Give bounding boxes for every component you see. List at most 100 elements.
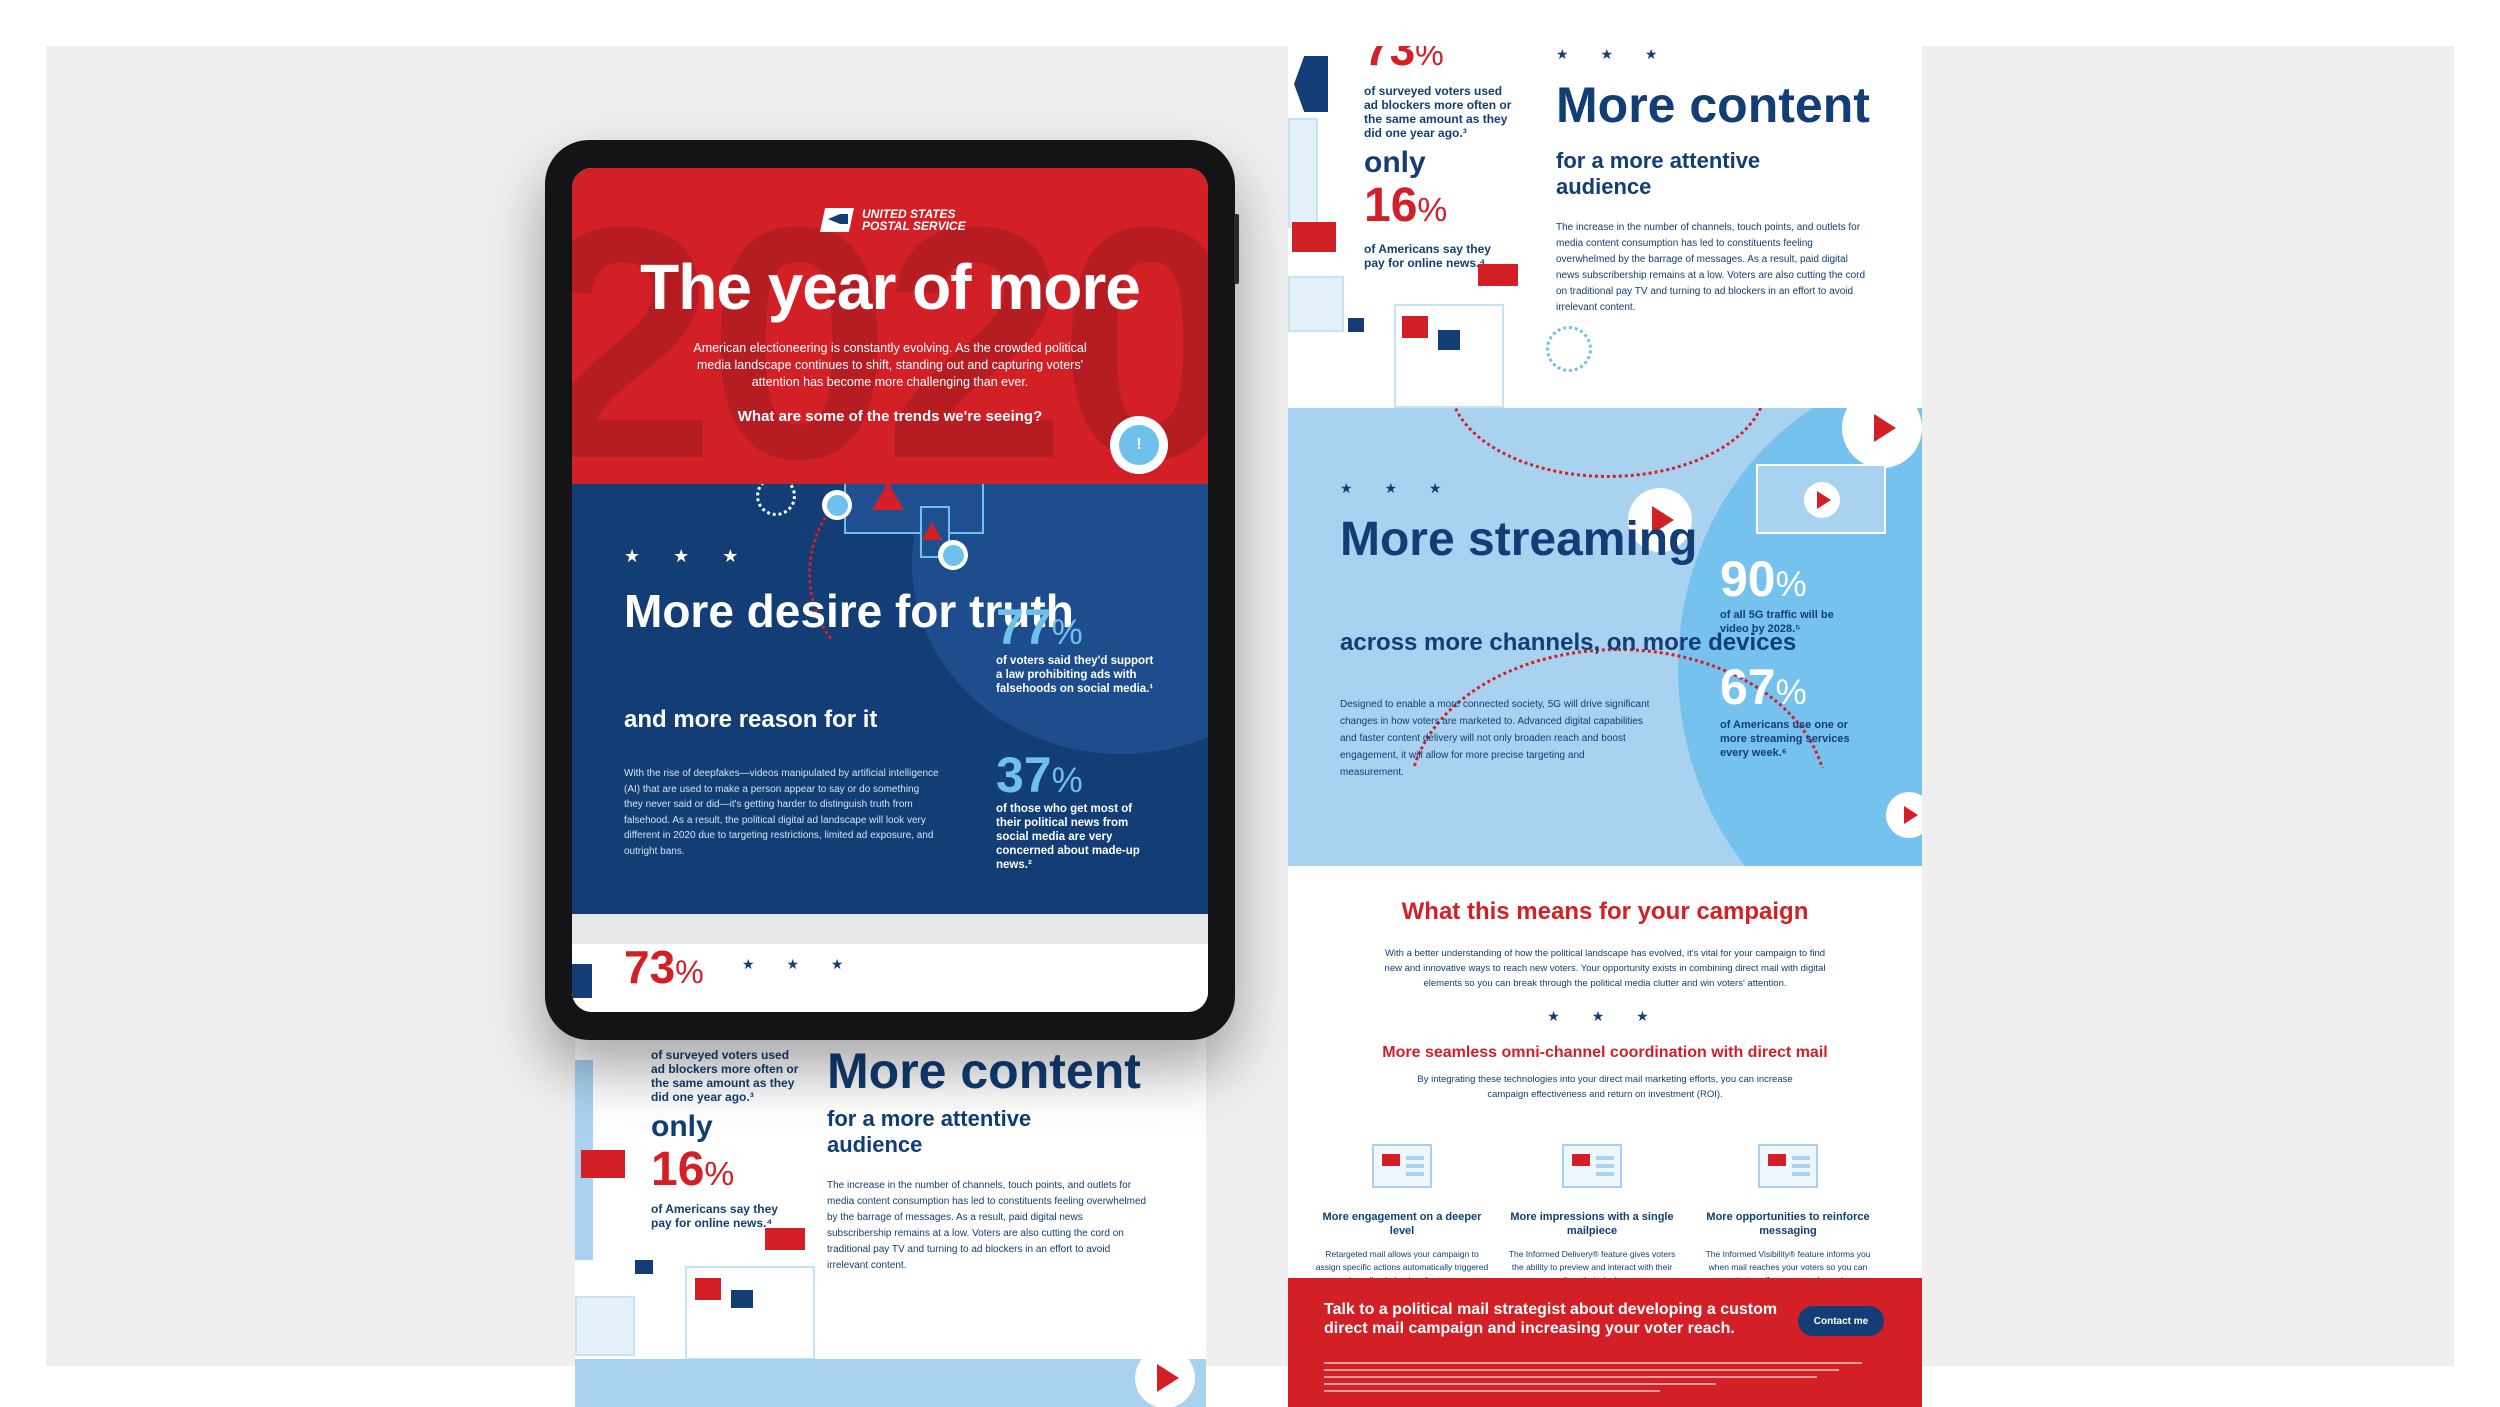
- decor-dotted-arc: [808, 508, 896, 640]
- decor-square: [1438, 330, 1460, 350]
- stat-16-text: of Americans say they pay for online new…: [1364, 242, 1491, 270]
- cta-banner: Talk to a political mail strategist abou…: [1288, 1278, 1922, 1407]
- retargeting-icon: [1372, 1144, 1432, 1188]
- section-stars: ★ ★ ★: [1556, 46, 1672, 62]
- truth-title: More desire for truth: [624, 585, 1074, 637]
- omni-channel-heading: More seamless omni-channel coordination …: [1382, 1044, 1828, 1061]
- stat-37-text: of those who get most of their political…: [996, 803, 1140, 871]
- stat-90-text: of all 5G traffic will be video by 2028.…: [1720, 609, 1834, 635]
- play-icon: [1135, 1348, 1195, 1407]
- section-stars: ★ ★ ★: [742, 956, 858, 972]
- truth-subtitle: and more reason for it: [624, 706, 878, 733]
- page-backdrop: [46, 46, 2454, 1366]
- stat-73: 73%: [1364, 46, 1444, 75]
- decor-card-red: [695, 1278, 721, 1300]
- truth-body: With the rise of deepfakes—videos manipu…: [624, 768, 939, 857]
- browser-window-icon: [844, 484, 984, 534]
- envelope-icon: [575, 1296, 635, 1356]
- stat-73-preview: 73%: [624, 941, 704, 993]
- only-label: only: [651, 1110, 713, 1143]
- usps-logo: UNITED STATES POSTAL SERVICE: [820, 208, 966, 232]
- contact-me-button[interactable]: Contact me: [1798, 1306, 1884, 1336]
- visibility-icon: [1758, 1144, 1818, 1188]
- content-subtitle: for a more attentive audience: [827, 1106, 1032, 1157]
- only-label: only: [1364, 146, 1426, 179]
- hero-section: 2020 UNITED STATES POSTAL SERVICE The ye…: [572, 168, 1208, 484]
- hero-question: What are some of the trends we're seeing…: [737, 408, 1043, 425]
- decor-card-red: [1402, 316, 1428, 338]
- play-icon: [1804, 482, 1840, 518]
- decor-dotted-ring: [1546, 326, 1592, 372]
- stat-77-text: of voters said they'd support a law proh…: [996, 655, 1154, 695]
- hero-title: The year of more: [640, 251, 1141, 323]
- decor-square: [572, 964, 592, 998]
- decor-card-red: [581, 1150, 625, 1178]
- section-stars: ★ ★ ★: [1547, 1008, 1663, 1024]
- content-title: More content: [1556, 77, 1870, 133]
- decor-card-red: [1478, 264, 1518, 286]
- stat-16: 16%: [651, 1143, 735, 1196]
- benefit-column: More impressions with a single mailpiece…: [1504, 1144, 1680, 1287]
- stat-73-text: of surveyed voters used ad blockers more…: [1364, 84, 1512, 140]
- decor-phone: [1288, 118, 1318, 228]
- decor-square: [1348, 318, 1364, 332]
- warning-icon: [922, 522, 942, 540]
- stat-67: 67%: [1720, 659, 1807, 715]
- decor-card-red: [1292, 222, 1336, 252]
- envelope-icon: [1288, 276, 1344, 332]
- decor-dotted-arc: [1448, 408, 1768, 478]
- warning-icon: [872, 484, 904, 510]
- hero-background-year: 2020: [572, 168, 1208, 485]
- streaming-band-top: [575, 1359, 1206, 1407]
- decor-shape: [1294, 56, 1328, 112]
- decor-card-red: [765, 1228, 805, 1250]
- benefit-column: More opportunities to reinforce messagin…: [1700, 1144, 1876, 1287]
- truth-section: ★ ★ ★ More desire for truth and more rea…: [572, 484, 1208, 914]
- streaming-subtitle: across more channels, on more devices: [1340, 629, 1797, 656]
- stat-16-text: of Americans say they pay for online new…: [651, 1202, 778, 1230]
- logo-text: UNITED STATES POSTAL SERVICE: [862, 207, 966, 233]
- decor-document: [685, 1266, 815, 1360]
- content-body: The increase in the number of channels, …: [1556, 222, 1866, 313]
- section-stars: ★ ★ ★: [1340, 480, 1456, 496]
- eagle-icon: [820, 208, 854, 232]
- content-body: The increase in the number of channels, …: [827, 1180, 1147, 1271]
- tablet-side-button: [1234, 214, 1239, 284]
- stat-90: 90%: [1720, 551, 1807, 607]
- streaming-section: ★ ★ ★ More streaming across more channel…: [1288, 408, 1922, 866]
- content-section: 73% of surveyed voters used ad blockers …: [1288, 46, 1922, 408]
- mailpiece-icon: [1562, 1144, 1622, 1188]
- alert-bubble-icon: !: [1110, 416, 1168, 474]
- benefit-column: More engagement on a deeper level Retarg…: [1314, 1144, 1490, 1287]
- hero-intro: American electioneering is constantly ev…: [693, 341, 1087, 389]
- alert-bubble-icon: [938, 540, 968, 570]
- content-subtitle: for a more attentive audience: [1556, 148, 1761, 199]
- decor-dotted-ring: [756, 484, 796, 516]
- streaming-title: More streaming: [1340, 513, 1698, 566]
- infographic-document[interactable]: 73% of surveyed voters used ad blockers …: [1288, 46, 1922, 1407]
- decor-square: [731, 1290, 753, 1308]
- stat-77: 77%: [996, 599, 1083, 655]
- stat-73-text: of surveyed voters used ad blockers more…: [651, 1048, 799, 1104]
- campaign-title: What this means for your campaign: [1401, 898, 1809, 925]
- content-section-preview: 73% ★ ★ ★: [572, 914, 1208, 1012]
- benefit-title: More impressions with a single mailpiece: [1510, 1211, 1674, 1237]
- alert-bubble-icon: [822, 490, 852, 520]
- content-title: More content: [827, 1043, 1141, 1099]
- footnotes: [1324, 1362, 1884, 1402]
- stat-16: 16%: [1364, 179, 1448, 232]
- decor-square: [635, 1260, 653, 1274]
- tablet-screen[interactable]: 2020 UNITED STATES POSTAL SERVICE The ye…: [572, 168, 1208, 1012]
- stat-37: 37%: [996, 747, 1083, 803]
- streaming-body: Designed to enable a more connected soci…: [1340, 699, 1650, 778]
- campaign-intro: With a better understanding of how the p…: [1384, 948, 1826, 989]
- cta-text: Talk to a political mail strategist abou…: [1324, 1301, 1778, 1337]
- play-icon: [1628, 488, 1692, 552]
- stat-67-text: of Americans use one or more streaming s…: [1720, 719, 1850, 759]
- campaign-section: What this means for your campaign With a…: [1288, 866, 1922, 1286]
- play-icon: [1886, 792, 1922, 838]
- benefit-title: More opportunities to reinforce messagin…: [1706, 1211, 1870, 1237]
- benefit-title: More engagement on a deeper level: [1322, 1211, 1482, 1237]
- section-stars: ★ ★ ★: [624, 546, 753, 566]
- divider-bar: [572, 914, 1208, 944]
